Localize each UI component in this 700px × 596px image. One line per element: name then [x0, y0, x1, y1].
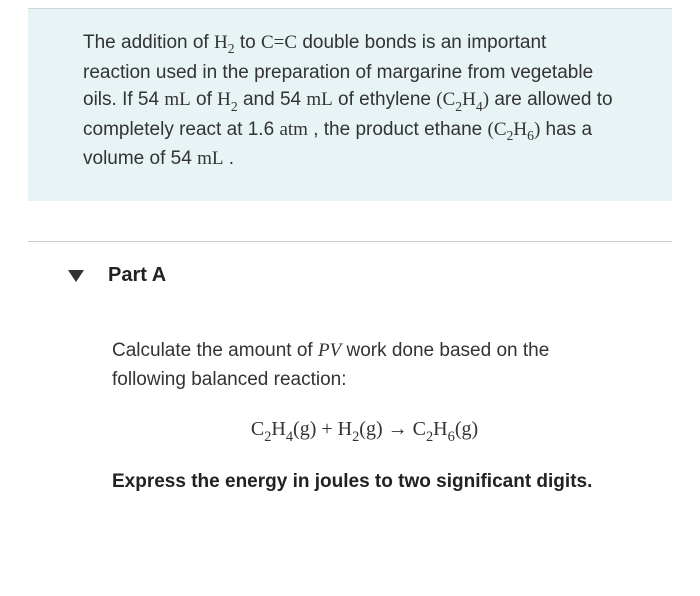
part-a-title: Part A: [108, 264, 166, 287]
answer-instruction: Express the energy in joules to two sign…: [112, 469, 617, 496]
part-a-header[interactable]: Part A: [28, 242, 672, 307]
intro-paragraph: The addition of H2 to C=C double bonds i…: [83, 29, 617, 173]
question-text: Calculate the amount of PV work done bas…: [112, 337, 617, 394]
reaction-equation: C2H4(g) + H2(g) → C2H6(g): [112, 418, 617, 445]
problem-intro: The addition of H2 to C=C double bonds i…: [28, 8, 672, 201]
part-a-body: Calculate the amount of PV work done bas…: [28, 307, 672, 496]
collapse-icon: [68, 270, 84, 282]
